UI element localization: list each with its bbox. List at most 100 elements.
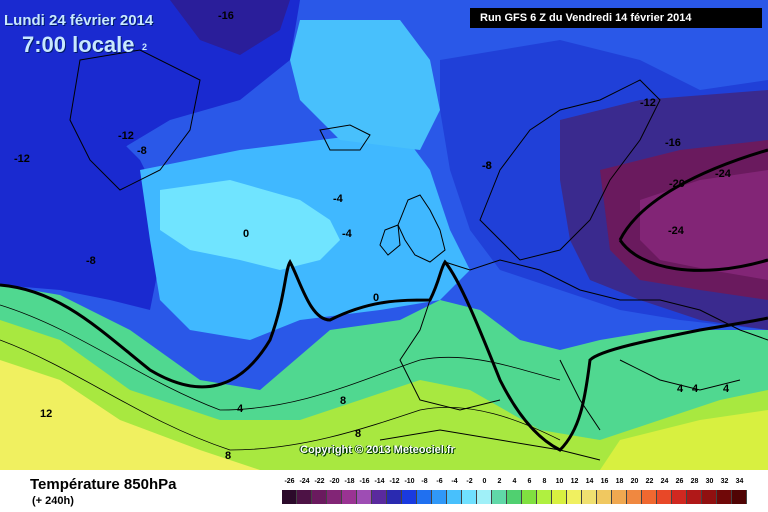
warmer-zone-south — [0, 360, 260, 470]
warmer-zone-southeast — [600, 410, 768, 470]
legend-swatch — [582, 490, 597, 504]
isotherm-8 — [0, 339, 561, 451]
contour-label: -20 — [669, 178, 685, 190]
contour-label: 0 — [373, 292, 380, 304]
legend-swatch — [687, 490, 702, 504]
contour-label: -16 — [665, 137, 681, 149]
legend-swatch — [492, 490, 507, 504]
contour-label: -8 — [482, 160, 492, 172]
legend-value: 24 — [660, 478, 669, 485]
forecast-date: Lundi 24 février 2014 — [4, 12, 154, 29]
legend-swatch — [537, 490, 552, 504]
legend-swatch — [552, 490, 567, 504]
legend-swatch — [312, 490, 327, 504]
legend-swatch — [567, 490, 582, 504]
legend-swatch — [672, 490, 687, 504]
coastline-scandinavia — [479, 79, 661, 261]
legend-value: -22 — [314, 478, 325, 485]
contour-label: -12 — [118, 130, 134, 142]
coastline-iceland — [319, 124, 371, 151]
zero-isotherm — [0, 259, 768, 452]
legend-value: -26 — [284, 478, 295, 485]
legend-value: 34 — [735, 478, 744, 485]
contour-label: 4 — [237, 403, 244, 415]
legend-swatch — [402, 490, 417, 504]
legend-value: -20 — [329, 478, 340, 485]
legend-labels: -26 -24 -22 -20 -18 -16 -14 -12 -10 -8 -6 -4 -2 0 2 4 6 8… — [282, 478, 743, 488]
legend-value: 32 — [720, 478, 729, 485]
near-zero-zone — [160, 180, 340, 270]
legend-swatch — [417, 490, 432, 504]
model-run-banner: Run GFS 6 Z du Vendredi 14 février 2014 — [470, 8, 762, 28]
legend-value: 14 — [585, 478, 594, 485]
legend-swatch — [597, 490, 612, 504]
cold-zone-west — [0, 110, 160, 310]
legend-swatch — [432, 490, 447, 504]
legend-value: 26 — [675, 478, 684, 485]
coastline-british-isles — [397, 194, 446, 263]
map-title: Température 850hPa — [30, 476, 177, 493]
legend-swatch — [507, 490, 522, 504]
contour-label: 4 — [692, 383, 699, 395]
legend-swatch — [462, 490, 477, 504]
forecast-range: (+ 240h) — [32, 495, 74, 507]
legend-value: -8 — [421, 478, 428, 485]
legend-value: -6 — [436, 478, 443, 485]
legend-value: 10 — [555, 478, 564, 485]
contour-label: -24 — [715, 168, 731, 180]
legend-swatch — [612, 490, 627, 504]
legend-swatch — [477, 490, 492, 504]
coldest-zone — [640, 170, 768, 280]
warm-zone-south — [0, 320, 768, 470]
legend-swatch — [657, 490, 672, 504]
contour-label: -24 — [668, 225, 684, 237]
contour-label: 12 — [40, 408, 53, 420]
forecast-time: 7:00 locale — [22, 32, 135, 57]
legend-value: -18 — [344, 478, 355, 485]
contour-label: -8 — [137, 145, 147, 157]
legend-value: 8 — [542, 478, 547, 485]
contour-label: -12 — [14, 153, 30, 165]
legend-swatch — [702, 490, 717, 504]
contour-label: 8 — [225, 450, 232, 462]
legend-swatch — [387, 490, 402, 504]
legend-value: 6 — [527, 478, 532, 485]
legend-swatch — [327, 490, 342, 504]
contour-label: 8 — [355, 428, 362, 440]
legend-swatch — [342, 490, 357, 504]
legend-value: -24 — [299, 478, 310, 485]
contour-label: 4 — [723, 383, 730, 395]
legend-swatch — [297, 490, 312, 504]
coastline-europe — [399, 259, 768, 431]
coastline-ireland — [379, 224, 401, 256]
contour-label: -4 — [333, 193, 343, 205]
legend-value: -10 — [404, 478, 415, 485]
contour-label: 8 — [340, 395, 347, 407]
legend-value: 16 — [600, 478, 609, 485]
legend-value: 12 — [570, 478, 579, 485]
temperature-map — [0, 0, 768, 470]
legend-swatch — [627, 490, 642, 504]
contour-label: 0 — [243, 228, 250, 240]
contour-label: -16 — [218, 10, 234, 22]
legend-value: -4 — [451, 478, 458, 485]
legend-value: -12 — [389, 478, 400, 485]
minus-24-isotherm — [618, 148, 768, 272]
contour-label: -8 — [482, 160, 492, 172]
coastline-greenland — [69, 49, 201, 191]
contour-label: -8 — [86, 255, 96, 267]
copyright-text: Copyright © 2013 Meteociel.fr — [300, 444, 455, 456]
legend-value: -16 — [359, 478, 370, 485]
isotherm-4 — [0, 304, 561, 411]
legend-swatch — [357, 490, 372, 504]
contour-label: 4 — [677, 383, 684, 395]
legend-value: 20 — [630, 478, 639, 485]
legend-value: 28 — [690, 478, 699, 485]
legend-value: 22 — [645, 478, 654, 485]
legend-swatch — [717, 490, 732, 504]
cool-zone-north — [290, 20, 440, 150]
legend-value: 0 — [482, 478, 487, 485]
coastline-africa — [379, 429, 601, 461]
legend-value: 18 — [615, 478, 624, 485]
